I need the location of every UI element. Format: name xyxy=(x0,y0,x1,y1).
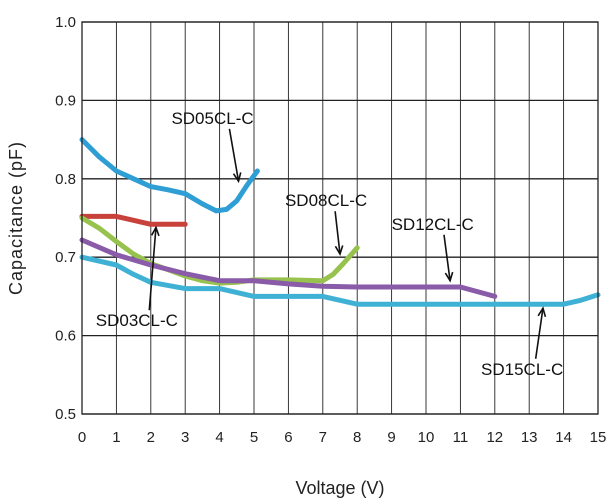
x-tick-label: 13 xyxy=(521,429,538,446)
x-tick-label: 9 xyxy=(387,429,395,446)
series-line-sd12cl-c xyxy=(79,237,498,299)
x-tick-label: 2 xyxy=(147,429,155,446)
y-axis-label: Capacitance (pF) xyxy=(6,141,26,295)
x-tick-label: 0 xyxy=(78,429,86,446)
x-axis-label: Voltage (V) xyxy=(295,478,384,498)
series-label-sd05cl-c: SD05CL-C xyxy=(171,109,253,128)
series-line-sd05cl-c xyxy=(79,137,260,214)
x-tick-label: 3 xyxy=(181,429,189,446)
series-lines xyxy=(79,137,601,307)
x-tick-label: 10 xyxy=(418,429,435,446)
y-tick-label: 0.8 xyxy=(55,171,76,188)
series-line-sd03cl-c xyxy=(79,213,188,227)
series-label-sd08cl-c: SD08CL-C xyxy=(285,191,367,210)
series-label-sd15cl-c: SD15CL-C xyxy=(481,360,563,379)
plot-frame xyxy=(81,21,599,415)
series-labels: SD03CL-C SD05CL-C SD08CL-C SD12CL-C SD15CL-C xyxy=(96,109,563,379)
x-axis-ticks: 0 1 2 3 4 5 6 7 8 9 10 11 12 13 14 15 xyxy=(78,429,607,446)
x-tick-label: 15 xyxy=(590,429,607,446)
arrowhead-sd08cl-c xyxy=(334,245,344,257)
y-tick-label: 0.5 xyxy=(55,406,76,423)
arrow-sd12cl-c xyxy=(443,234,451,281)
arrow-sd03cl-c xyxy=(148,227,157,311)
x-tick-label: 12 xyxy=(486,429,503,446)
x-tick-label: 8 xyxy=(353,429,361,446)
x-tick-label: 11 xyxy=(453,429,469,446)
arrow-sd15cl-c xyxy=(534,308,544,359)
x-tick-label: 4 xyxy=(215,429,223,446)
x-tick-label: 14 xyxy=(555,429,572,446)
series-line-sd15cl-c xyxy=(79,254,601,307)
arrowhead-sd12cl-c xyxy=(444,271,454,283)
y-tick-label: 0.9 xyxy=(55,92,76,109)
arrowhead-sd15cl-c xyxy=(537,306,547,318)
y-tick-label: 0.6 xyxy=(55,328,76,345)
arrowhead-sd05cl-c xyxy=(232,172,242,184)
series-line-sd08cl-c xyxy=(79,215,360,286)
series-label-sd12cl-c: SD12CL-C xyxy=(392,215,474,234)
x-tick-label: 1 xyxy=(112,429,120,446)
arrow-sd05cl-c xyxy=(228,128,240,182)
x-tick-label: 5 xyxy=(250,429,258,446)
y-tick-label: 1.0 xyxy=(55,14,76,31)
y-axis-ticks: 0.5 0.6 0.7 0.8 0.9 1.0 xyxy=(55,14,76,423)
y-tick-label: 0.7 xyxy=(55,249,76,266)
x-tick-label: 6 xyxy=(284,429,292,446)
arrow-sd08cl-c xyxy=(334,211,341,255)
x-tick-label: 7 xyxy=(319,429,327,446)
series-label-sd03cl-c: SD03CL-C xyxy=(96,311,178,330)
grid xyxy=(81,21,599,415)
arrowhead-sd03cl-c xyxy=(150,225,160,237)
